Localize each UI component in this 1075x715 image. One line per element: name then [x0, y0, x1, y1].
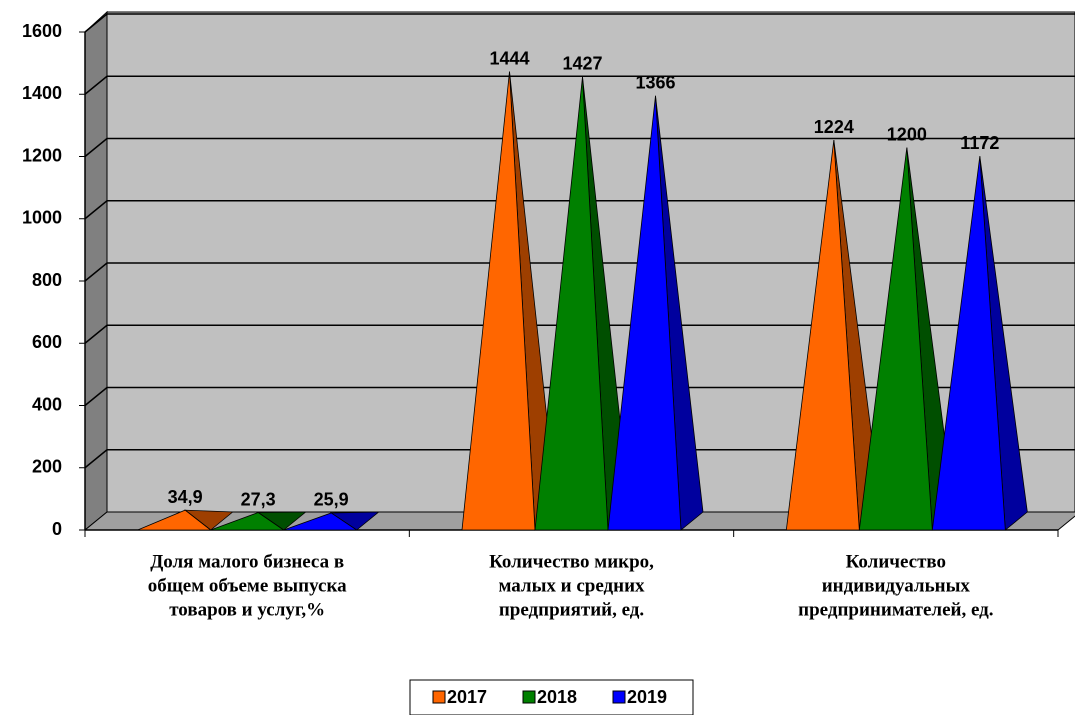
x-tick-label: общем объеме выпуска	[148, 575, 347, 596]
grid-line	[84, 449, 1075, 469]
pyramid	[785, 139, 860, 531]
grid-line	[84, 75, 1075, 95]
y-tick-label: 1400	[22, 83, 62, 103]
legend-swatch	[432, 690, 446, 704]
x-tick-label: товаров и услуг,%	[169, 599, 325, 620]
x-tick-label: малых и средних	[498, 575, 645, 596]
grid-line	[84, 137, 1075, 158]
value-label: 1366	[635, 73, 675, 93]
x-tick-label: индивидуальных	[822, 575, 971, 596]
x-tick-label: Количество	[846, 551, 946, 572]
value-label: 34,9	[168, 487, 203, 507]
grid-line	[84, 200, 1075, 220]
legend-label: 2017	[447, 687, 487, 707]
grid-line	[84, 386, 1075, 407]
pyramid	[283, 512, 358, 531]
x-tick-label: предпринимателей, ед.	[798, 599, 993, 620]
grid-line	[84, 262, 1075, 282]
legend-swatch	[612, 690, 626, 704]
y-tick-label: 200	[32, 457, 62, 477]
value-label: 1427	[562, 54, 602, 74]
y-tick-label: 1600	[22, 21, 62, 41]
y-tick-label: 1000	[22, 208, 62, 228]
pyramid	[137, 509, 212, 531]
value-label: 1224	[814, 117, 854, 137]
legend-swatch	[522, 690, 536, 704]
grid-line	[84, 324, 1075, 344]
pyramid	[607, 95, 682, 531]
pyramid	[534, 76, 609, 531]
value-label: 1172	[960, 133, 999, 153]
y-tick-label: 400	[32, 394, 62, 414]
x-tick-label: Доля малого бизнеса в	[150, 551, 344, 572]
pyramid	[931, 156, 1006, 531]
x-tick-label: Количество микро,	[489, 551, 654, 572]
grid-line	[84, 13, 1075, 33]
value-label: 25,9	[314, 490, 349, 510]
pyramid	[858, 147, 933, 531]
y-tick-label: 600	[32, 332, 62, 352]
y-tick-label: 1200	[22, 145, 62, 165]
pyramid	[210, 512, 285, 531]
x-tick-label: предприятий, ед.	[499, 599, 644, 620]
legend-label: 2018	[537, 687, 577, 707]
value-label: 1200	[887, 124, 927, 144]
y-tick-label: 0	[52, 519, 62, 539]
legend-box	[409, 679, 694, 715]
legend-label: 2019	[627, 687, 667, 707]
value-label: 27,3	[241, 489, 276, 509]
value-label: 1444	[489, 48, 529, 68]
y-tick-label: 800	[32, 270, 62, 290]
pyramid	[461, 71, 536, 531]
